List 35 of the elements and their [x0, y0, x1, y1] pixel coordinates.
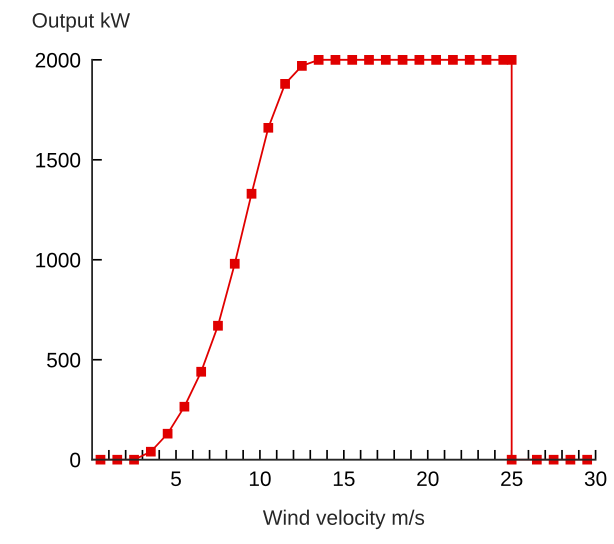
point [162, 428, 172, 439]
x-tick-label: 5 [171, 472, 181, 486]
point [330, 54, 340, 65]
point [448, 54, 458, 65]
point [180, 402, 190, 412]
point [280, 78, 290, 89]
point [146, 446, 156, 457]
point [364, 54, 374, 65]
y-tick-label: 500 [47, 352, 80, 368]
point [464, 54, 475, 65]
y-tick-label: 2000 [36, 52, 80, 68]
point [297, 60, 307, 71]
y-tick-label: 1500 [36, 152, 80, 168]
y-tick-label: 1000 [36, 252, 80, 268]
x-tick-label: 20 [417, 471, 439, 486]
x-axis-title: Wind velocity m/s [262, 510, 424, 530]
point [263, 122, 274, 133]
point [414, 54, 424, 65]
point [398, 54, 408, 65]
point [213, 320, 223, 331]
point [380, 54, 391, 65]
x-tick-label: 30 [584, 471, 606, 486]
point [196, 366, 206, 377]
point [230, 258, 240, 269]
point [431, 54, 442, 65]
point [506, 54, 517, 65]
point [482, 54, 492, 65]
y-tick-label: 0 [70, 452, 80, 468]
point [246, 188, 256, 199]
y-axis-title: Output kW [32, 12, 130, 32]
point [314, 54, 324, 65]
x-tick-label: 15 [334, 472, 355, 486]
point [347, 54, 358, 65]
x-tick-label: 25 [501, 471, 522, 486]
x-tick-label: 10 [250, 471, 271, 486]
